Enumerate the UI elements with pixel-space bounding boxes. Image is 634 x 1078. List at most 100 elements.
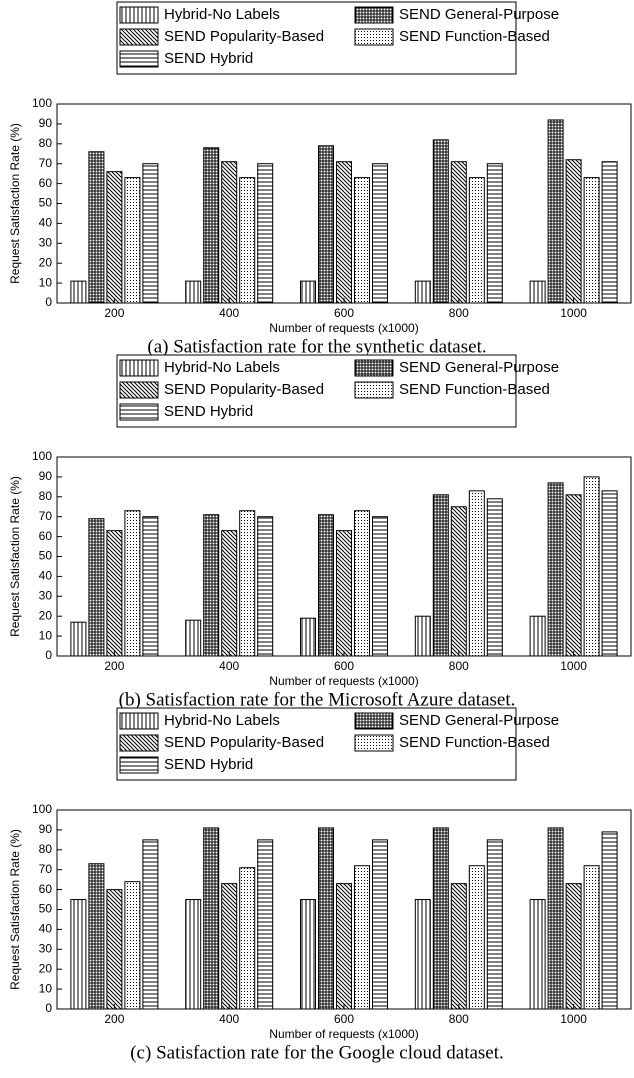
bar [88,151,105,304]
y-tick-label: 40 [39,922,53,936]
caption: (b) Satisfaction rate for the Microsoft … [119,689,516,710]
y-tick-label: 40 [39,569,53,583]
y-tick-label: 20 [39,255,53,269]
y-tick-label: 60 [39,882,53,896]
bar [450,506,467,657]
legend-label: Hybrid-No Labels [164,712,280,729]
bar [565,494,582,657]
legend-swatch [119,359,159,377]
bar [142,163,159,304]
y-tick-label: 20 [39,608,53,622]
bar [468,865,485,1010]
bar [221,161,238,304]
bar [70,280,87,304]
bar [450,161,467,304]
bar [354,865,370,1010]
bar [601,161,618,304]
legend-label: Hybrid-No Labels [164,359,280,376]
bar [300,617,316,657]
bar [547,119,564,304]
legend-label: SEND General-Purpose [399,359,559,376]
y-tick-label: 50 [39,902,53,916]
bar [239,177,256,304]
bar [88,863,105,1010]
legend-box [116,707,517,781]
bar [468,177,485,304]
bar [547,827,564,1010]
bar [486,839,503,1010]
legend-box [116,354,517,428]
legend-label: SEND Popularity-Based [164,381,324,398]
bar [432,827,449,1010]
y-axis-label: Request Satisfaction Rate (%) [8,476,22,637]
bar [257,516,274,657]
legend-label: SEND General-Purpose [399,6,559,23]
legend-label: SEND Function-Based [399,28,550,45]
bar [529,615,546,657]
y-tick-label: 90 [39,822,53,836]
bar [318,514,334,657]
bar [70,621,87,657]
caption: (a) Satisfaction rate for the synthetic … [147,336,486,357]
x-tick-label: 200 [104,1012,124,1026]
y-tick-label: 100 [32,96,52,110]
bar [257,839,274,1010]
legend-label: SEND Hybrid [164,50,253,67]
bar [583,177,600,304]
bar [185,619,202,657]
bar [142,516,159,657]
bar [124,881,141,1010]
x-tick-label: 600 [334,306,354,320]
bar [372,163,388,304]
legend-swatch [354,359,394,377]
y-tick-label: 60 [39,529,53,543]
bar [300,280,316,304]
y-tick-label: 30 [39,941,53,955]
bar [565,883,582,1010]
y-tick-label: 100 [32,802,52,816]
bar [565,159,582,304]
bar [336,530,352,657]
caption: (c) Satisfaction rate for the Google clo… [130,1042,504,1063]
x-tick-label: 400 [219,306,239,320]
y-axis-label: Request Satisfaction Rate (%) [8,123,22,284]
bar [583,865,600,1010]
bar [221,883,238,1010]
bar [203,827,220,1010]
legend-label: Hybrid-No Labels [164,6,280,23]
legend-label: SEND General-Purpose [399,712,559,729]
bar [432,494,449,657]
y-tick-label: 30 [39,588,53,602]
bar [124,510,141,657]
bar [529,899,546,1010]
x-tick-label: 1000 [560,659,587,673]
legend-label: SEND Hybrid [164,403,253,420]
legend-label: SEND Function-Based [399,381,550,398]
bar [257,163,274,304]
y-tick-label: 0 [45,648,52,662]
bar [221,530,238,657]
bar [468,490,485,657]
bar [583,476,600,657]
y-tick-label: 10 [39,981,53,995]
bar [336,161,352,304]
bar [529,280,546,304]
x-tick-label: 1000 [560,306,587,320]
y-tick-label: 30 [39,235,53,249]
bar [318,145,334,304]
bar [203,147,220,304]
y-tick-label: 70 [39,509,53,523]
bar [106,530,123,657]
y-tick-label: 20 [39,961,53,975]
y-tick-label: 50 [39,196,53,210]
legend-swatch [119,734,159,752]
legend-swatch [354,6,394,24]
bar [486,163,503,304]
y-tick-label: 40 [39,216,53,230]
bar [414,615,431,657]
bar [106,889,123,1010]
bar [601,831,618,1010]
x-tick-label: 800 [449,659,469,673]
bar [354,177,370,304]
